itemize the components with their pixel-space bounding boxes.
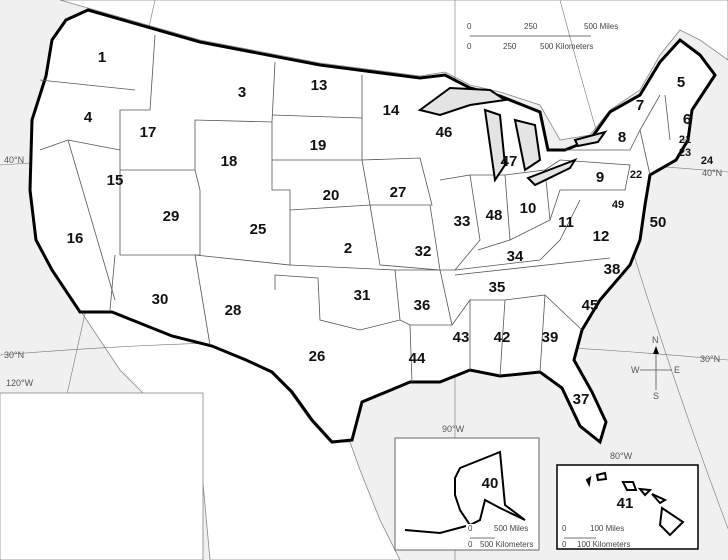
north-arrow-icon — [653, 346, 659, 354]
state-label-25: 25 — [250, 221, 267, 238]
state-label-41: 41 — [617, 495, 634, 512]
svg-text:100 Kilometers: 100 Kilometers — [577, 540, 630, 549]
svg-text:500 Kilometers: 500 Kilometers — [480, 540, 533, 549]
state-label-12: 12 — [593, 228, 610, 245]
state-label-28: 28 — [225, 302, 242, 319]
state-labels: 1234567891011121314151617181920212223242… — [67, 49, 714, 408]
svg-text:S: S — [653, 391, 659, 401]
svg-text:80°W: 80°W — [610, 451, 633, 461]
state-label-23: 23 — [679, 147, 691, 159]
state-label-26: 26 — [309, 348, 326, 365]
state-label-27: 27 — [390, 184, 407, 201]
state-label-15: 15 — [107, 172, 124, 189]
state-label-45: 45 — [582, 297, 599, 314]
svg-text:0: 0 — [468, 540, 473, 549]
svg-text:90°W: 90°W — [442, 424, 465, 434]
svg-text:30°N: 30°N — [700, 354, 720, 364]
state-label-20: 20 — [323, 187, 340, 204]
contiguous-us-outline — [28, 8, 717, 445]
blank-panel — [0, 392, 204, 560]
svg-text:0: 0 — [468, 524, 473, 533]
state-label-34: 34 — [507, 248, 524, 265]
svg-text:100 Miles: 100 Miles — [590, 524, 624, 533]
state-label-33: 33 — [454, 213, 471, 230]
alaska-inset: 40 0 500 Miles 0 500 Kilometers — [394, 437, 540, 551]
state-label-44: 44 — [409, 350, 426, 367]
state-label-11: 11 — [558, 214, 574, 231]
state-label-14: 14 — [383, 102, 400, 119]
state-label-17: 17 — [140, 124, 157, 141]
state-label-37: 37 — [573, 391, 590, 408]
state-label-3: 3 — [238, 84, 246, 101]
state-label-36: 36 — [414, 297, 431, 314]
svg-text:250: 250 — [524, 22, 538, 31]
state-label-5: 5 — [677, 74, 685, 91]
state-label-31: 31 — [354, 287, 371, 304]
compass-rose: N S E W — [631, 335, 680, 401]
state-label-24: 24 — [701, 155, 714, 167]
state-label-4: 4 — [84, 109, 93, 126]
svg-text:0: 0 — [467, 22, 472, 31]
state-label-13: 13 — [311, 77, 328, 94]
state-label-50: 50 — [650, 214, 667, 231]
state-label-21: 21 — [679, 134, 691, 146]
svg-text:N: N — [652, 335, 659, 345]
canada-land — [59, 0, 728, 141]
svg-text:0: 0 — [467, 42, 472, 51]
graticule-labels: 40°N 40°N 30°N 30°N 120°W 90°W 80°W — [4, 155, 722, 461]
svg-text:500 Kilometers: 500 Kilometers — [540, 42, 593, 51]
state-label-42: 42 — [494, 329, 511, 346]
state-label-10: 10 — [520, 200, 537, 217]
state-label-7: 7 — [636, 97, 644, 114]
state-label-2: 2 — [344, 240, 352, 257]
svg-text:0: 0 — [562, 524, 567, 533]
state-label-19: 19 — [310, 137, 327, 154]
state-label-1: 1 — [98, 49, 106, 66]
state-label-43: 43 — [453, 329, 470, 346]
state-label-40: 40 — [482, 475, 499, 492]
svg-text:0: 0 — [562, 540, 567, 549]
state-label-47: 47 — [501, 153, 518, 170]
state-label-29: 29 — [163, 208, 180, 225]
great-lakes — [417, 86, 608, 187]
state-label-46: 46 — [436, 124, 453, 141]
state-borders — [39, 34, 690, 383]
state-label-16: 16 — [67, 230, 84, 247]
svg-text:500 Miles: 500 Miles — [584, 22, 618, 31]
state-label-22: 22 — [630, 169, 642, 181]
state-label-39: 39 — [542, 329, 559, 346]
state-label-8: 8 — [618, 129, 626, 146]
state-label-38: 38 — [604, 261, 621, 278]
state-label-30: 30 — [152, 291, 169, 308]
svg-text:250: 250 — [503, 42, 517, 51]
hawaii-inset: 41 0 100 Miles 0 100 Kilometers — [556, 464, 699, 550]
svg-text:30°N: 30°N — [4, 350, 24, 360]
state-label-9: 9 — [596, 169, 604, 186]
scale-bar: 0 250 500 Miles 0 250 500 Kilometers — [467, 22, 618, 51]
svg-text:40°N: 40°N — [4, 155, 24, 165]
state-label-18: 18 — [221, 153, 238, 170]
state-label-32: 32 — [415, 243, 432, 260]
svg-text:120°W: 120°W — [6, 378, 34, 388]
svg-text:E: E — [674, 365, 680, 375]
state-label-49: 49 — [612, 199, 624, 211]
state-label-35: 35 — [489, 279, 506, 296]
svg-text:500 Miles: 500 Miles — [494, 524, 528, 533]
state-label-48: 48 — [486, 207, 503, 224]
svg-text:40°N: 40°N — [702, 168, 722, 178]
state-label-6: 6 — [683, 111, 691, 128]
svg-text:W: W — [631, 365, 640, 375]
